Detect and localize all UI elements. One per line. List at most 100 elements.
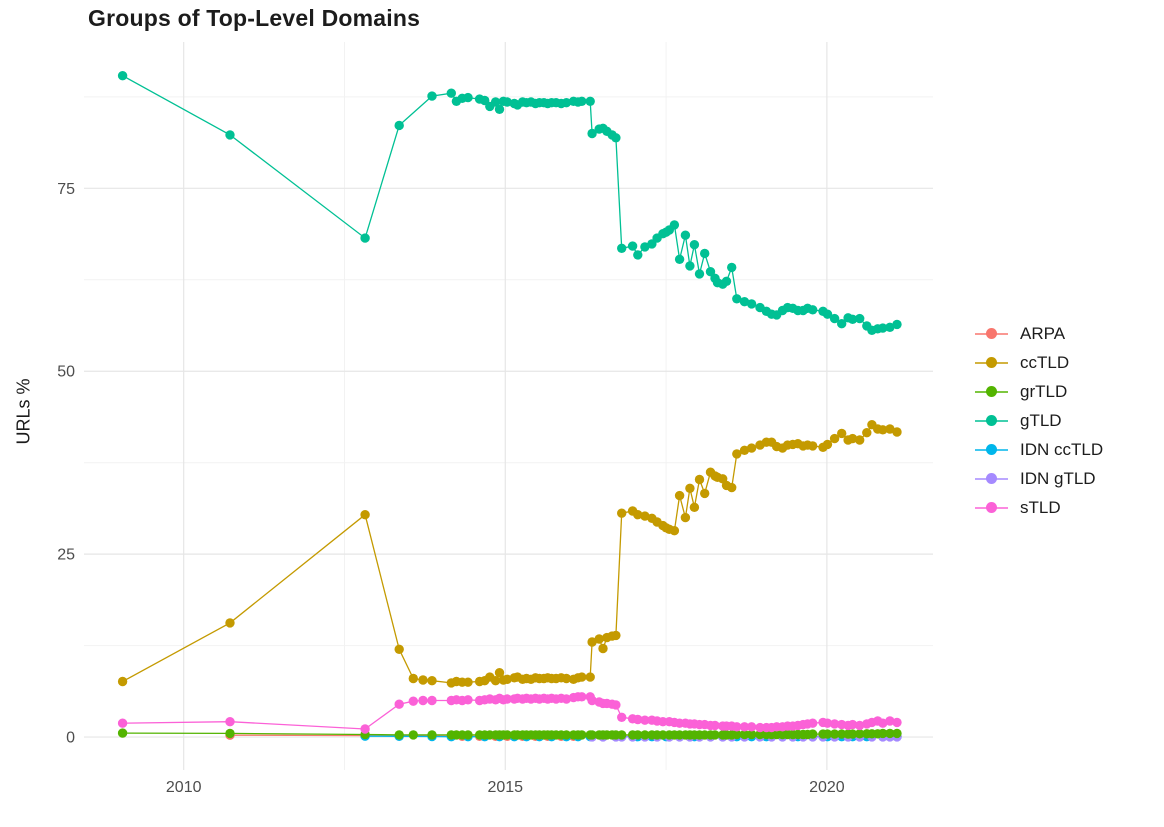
data-point-gtld <box>427 91 437 101</box>
legend-key-icon <box>975 502 1008 514</box>
data-point-grtld <box>885 728 895 739</box>
data-point-cctld <box>117 676 128 687</box>
data-point-stld <box>577 692 587 702</box>
y-tick-label: 50 <box>57 364 75 381</box>
data-point-stld <box>855 720 865 731</box>
legend-item-label: grTLD <box>1020 382 1068 401</box>
legend-item-gtld: gTLD <box>975 407 1062 435</box>
data-point-stld <box>829 719 840 729</box>
data-point-cctld <box>669 526 680 536</box>
legend-item-label: gTLD <box>1020 411 1062 430</box>
data-point-grtld <box>577 730 587 740</box>
data-point-gtld <box>585 96 595 107</box>
data-point-cctld <box>847 433 858 444</box>
data-point-stld <box>418 695 428 706</box>
data-point-gtld <box>463 92 473 103</box>
data-point-stld <box>502 694 512 704</box>
data-point-cctld <box>577 672 587 682</box>
data-point-stld <box>117 718 128 728</box>
legend-item-idn-cctld: IDN ccTLD <box>975 436 1103 464</box>
data-point-grtld <box>502 730 512 740</box>
data-point-gtld <box>225 130 235 140</box>
data-point-grtld <box>117 728 128 738</box>
legend-key-dot <box>986 502 997 513</box>
data-point-grtld <box>847 729 858 739</box>
data-point-grtld <box>732 729 742 740</box>
data-point-cctld <box>685 483 695 493</box>
data-point-gtld <box>721 276 732 286</box>
data-point-gtld <box>611 133 621 143</box>
data-point-grtld <box>746 729 757 740</box>
legend-key-dot <box>986 328 997 339</box>
data-point-gtld <box>822 309 833 319</box>
data-point-grtld <box>408 730 418 740</box>
data-point-grtld <box>892 728 902 739</box>
legend-key-dot <box>986 444 997 455</box>
data-point-stld <box>739 722 750 732</box>
data-point-gtld <box>808 305 818 315</box>
x-tick-label: 2010 <box>166 779 202 796</box>
y-tick-label: 25 <box>57 547 75 564</box>
data-point-cctld <box>727 482 737 493</box>
data-point-cctld <box>700 488 710 499</box>
data-point-grtld <box>617 730 627 740</box>
data-point-gtld <box>878 323 888 333</box>
data-point-stld <box>808 718 818 728</box>
data-point-gtld <box>669 220 680 230</box>
data-point-cctld <box>617 508 627 518</box>
data-point-stld <box>561 694 572 704</box>
data-point-stld <box>878 718 888 728</box>
data-point-cctld <box>611 630 621 641</box>
data-point-gtld <box>494 104 505 115</box>
legend-item-grtld: grTLD <box>975 378 1067 406</box>
data-point-grtld <box>561 730 572 740</box>
series-line-gtld <box>122 75 898 332</box>
data-point-stld <box>710 720 720 731</box>
data-point-cctld <box>837 428 847 439</box>
data-point-stld <box>408 696 418 706</box>
data-point-grtld <box>710 730 720 740</box>
data-point-stld <box>892 717 902 728</box>
legend-key-dot <box>986 386 997 397</box>
data-point-cctld <box>822 439 833 450</box>
data-point-gtld <box>739 297 750 307</box>
legend-item-label: sTLD <box>1020 498 1061 517</box>
legend-key-dot <box>986 415 997 426</box>
data-point-cctld <box>418 675 428 685</box>
data-point-cctld <box>694 474 705 485</box>
legend-key-icon <box>975 386 1008 398</box>
data-point-gtld <box>674 254 685 264</box>
data-point-gtld <box>892 319 902 330</box>
data-point-stld <box>617 712 627 722</box>
legend-key-icon <box>975 473 1008 485</box>
data-point-cctld <box>829 433 840 444</box>
data-point-stld <box>732 722 742 732</box>
data-point-grtld <box>633 730 643 740</box>
y-tick-label: 75 <box>57 181 75 198</box>
data-point-stld <box>225 717 235 727</box>
data-point-cctld <box>689 502 700 512</box>
data-point-stld <box>427 695 437 706</box>
data-point-cctld <box>885 424 895 434</box>
data-point-stld <box>587 695 597 706</box>
data-point-stld <box>633 714 643 725</box>
data-point-gtld <box>587 128 597 139</box>
data-point-grtld <box>587 730 597 740</box>
data-point-grtld <box>808 729 818 739</box>
y-tick-label: 0 <box>66 730 75 747</box>
data-point-cctld <box>594 634 604 644</box>
data-point-gtld <box>617 243 627 253</box>
data-point-stld <box>847 719 858 730</box>
data-point-gtld <box>847 314 858 324</box>
data-point-cctld <box>394 644 404 654</box>
data-point-gtld <box>360 233 370 243</box>
data-point-cctld <box>561 673 572 684</box>
data-point-gtld <box>561 98 572 108</box>
legend-key-icon <box>975 357 1008 369</box>
data-point-gtld <box>837 319 847 329</box>
data-point-grtld <box>427 730 437 740</box>
data-point-stld <box>746 722 757 732</box>
data-point-gtld <box>705 267 716 277</box>
